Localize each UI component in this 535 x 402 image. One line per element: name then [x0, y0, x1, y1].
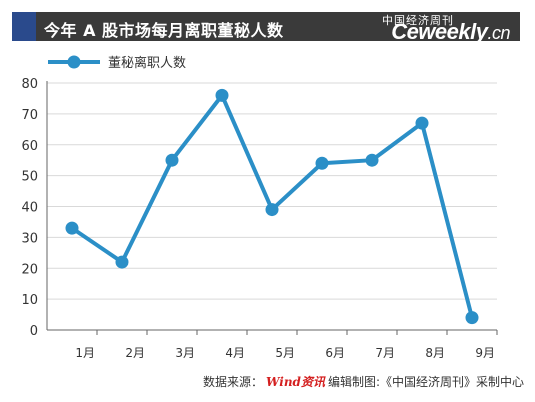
x-tick-label-9: 9月 — [475, 346, 495, 360]
legend: 董秘离职人数 — [48, 55, 186, 71]
y-tick-label-30: 30 — [21, 231, 38, 246]
x-tick-label-1: 1月 — [75, 346, 95, 360]
data-point-3 — [165, 153, 179, 167]
source-label: 数据来源： — [202, 375, 263, 389]
x-tick-label-3: 3月 — [175, 346, 195, 360]
data-point-5 — [265, 203, 279, 217]
brand-name-cn: 中国经济周刊 — [382, 14, 454, 27]
y-tick-label-50: 50 — [21, 170, 38, 185]
grid-lines — [47, 82, 497, 300]
legend-label: 董秘离职人数 — [108, 55, 186, 71]
chart-title: 今年 A 股市场每月离职董秘人数 — [44, 21, 284, 40]
source-note: 数据来源： Wind资讯 编辑制图:《中国经济周刊》采制中心 — [0, 373, 524, 390]
x-tick-label-2: 2月 — [125, 346, 145, 360]
x-tick-label-8: 8月 — [425, 346, 445, 360]
y-tick-label-0: 0 — [30, 324, 38, 339]
data-point-2 — [115, 255, 129, 269]
y-tick-label-80: 80 — [21, 77, 38, 92]
title-bar: 今年 A 股市场每月离职董秘人数 中国经济周刊 Ceweekly.cn — [12, 12, 520, 44]
data-points — [65, 88, 479, 325]
x-tick-label-6: 6月 — [325, 346, 345, 360]
x-tick-labels: 1月 2月 3月 4月 5月 6月 7月 8月 9月 — [75, 346, 495, 360]
y-tick-label-70: 70 — [21, 108, 38, 123]
y-tick-label-10: 10 — [21, 293, 38, 308]
legend-marker — [67, 55, 81, 69]
brand-logo: Ceweekly.cn — [391, 19, 510, 45]
source-credit: 编辑制图:《中国经济周刊》采制中心 — [327, 375, 524, 389]
y-tick-labels: 0 10 20 30 40 50 60 70 80 — [21, 77, 38, 339]
data-point-4 — [215, 88, 229, 102]
brand-suffix: .cn — [487, 23, 510, 43]
wind-logo: Wind资讯 — [266, 375, 325, 389]
data-point-9 — [465, 311, 479, 325]
axes — [46, 81, 498, 335]
data-point-8 — [415, 116, 429, 130]
data-point-7 — [365, 153, 379, 167]
y-tick-label-40: 40 — [21, 201, 38, 216]
brand-name-en: Ceweekly — [391, 19, 488, 44]
y-tick-label-20: 20 — [21, 262, 38, 277]
title-accent-block — [12, 12, 36, 41]
x-tick-label-7: 7月 — [375, 346, 395, 360]
x-tick-label-5: 5月 — [275, 346, 295, 360]
x-tick-label-4: 4月 — [225, 346, 245, 360]
data-point-6 — [315, 156, 329, 170]
y-tick-label-60: 60 — [21, 139, 38, 154]
data-point-1 — [65, 221, 79, 235]
